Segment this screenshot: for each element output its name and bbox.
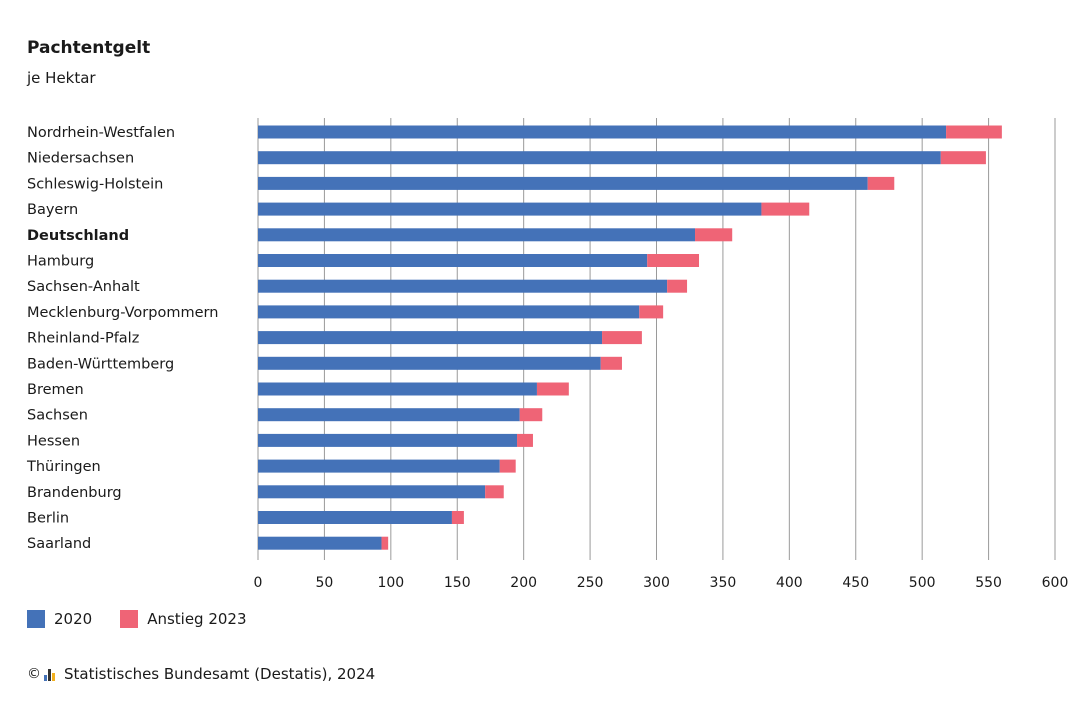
category-label-hamburg: Hamburg bbox=[27, 254, 94, 270]
category-label-brandenburg: Brandenburg bbox=[27, 485, 122, 501]
x-tick-label-500: 500 bbox=[909, 575, 936, 591]
source-text: Statistisches Bundesamt (Destatis), 2024 bbox=[64, 665, 376, 683]
bar-rheinland-pfalz-2020 bbox=[258, 331, 603, 345]
bar-hamburg-anstieg-2023 bbox=[647, 254, 700, 267]
bar-thüringen-2020 bbox=[258, 459, 500, 473]
category-label-saarland: Saarland bbox=[27, 536, 91, 552]
legend-item-anstieg-2023: Anstieg 2023 bbox=[120, 610, 247, 628]
chart-title: Pachtentgelt bbox=[27, 38, 151, 58]
category-labels: Nordrhein-Westfalen Niedersachsen Schleswi… bbox=[26, 125, 218, 552]
category-label-bayern: Bayern bbox=[27, 202, 78, 218]
bar-nordrhein-westfalen-2020 bbox=[258, 125, 947, 139]
category-label-hessen: Hessen bbox=[27, 433, 80, 449]
bar-thüringen-anstieg-2023 bbox=[499, 459, 516, 473]
category-label-baden-württemberg: Baden-Württemberg bbox=[27, 356, 174, 372]
bar-rheinland-pfalz-anstieg-2023 bbox=[602, 331, 642, 345]
bar-schleswig-holstein-anstieg-2023 bbox=[867, 176, 895, 190]
bar-sachsen-2020 bbox=[258, 408, 520, 422]
bar-mecklenburg-vorpommern-anstieg-2023 bbox=[639, 305, 664, 319]
bar-chart: Nordrhein-Westfalen Niedersachsen Schleswi… bbox=[26, 118, 1069, 591]
x-tick-label-100: 100 bbox=[377, 575, 404, 591]
bar-bayern-anstieg-2023 bbox=[761, 202, 810, 216]
legend-swatch-2020 bbox=[27, 610, 45, 628]
bar-bremen-2020 bbox=[258, 382, 537, 396]
legend-swatch-anstieg-2023 bbox=[120, 610, 139, 628]
category-label-niedersachsen: Niedersachsen bbox=[27, 151, 134, 167]
x-tick-label-200: 200 bbox=[510, 575, 537, 591]
bar-brandenburg-anstieg-2023 bbox=[485, 485, 504, 499]
bar-schleswig-holstein-2020 bbox=[258, 176, 868, 190]
x-tick-label-350: 350 bbox=[710, 575, 737, 591]
x-tick-label-600: 600 bbox=[1042, 575, 1069, 591]
x-tick-label-250: 250 bbox=[577, 575, 604, 591]
legend-item-2020: 2020 bbox=[27, 610, 92, 628]
bar-nordrhein-westfalen-anstieg-2023 bbox=[946, 125, 1002, 139]
destatis-logo-icon bbox=[44, 668, 58, 681]
x-axis-ticks: 0 50 100 150 200 250 300 350 400 450 500 550 600 bbox=[254, 575, 1069, 591]
bar-sachsen-anstieg-2023 bbox=[519, 408, 543, 422]
category-label-deutschland: Deutschland bbox=[27, 228, 129, 244]
bar-hamburg-2020 bbox=[258, 254, 648, 267]
x-tick-label-400: 400 bbox=[776, 575, 803, 591]
bar-hessen-2020 bbox=[258, 433, 518, 447]
category-label-rheinland-pfalz: Rheinland-Pfalz bbox=[27, 331, 139, 347]
legend-label-2020: 2020 bbox=[54, 610, 93, 628]
bar-saarland-2020 bbox=[258, 536, 382, 550]
copyright-symbol: © bbox=[27, 666, 41, 682]
category-label-bremen: Bremen bbox=[27, 382, 84, 398]
category-label-schleswig-holstein: Schleswig-Holstein bbox=[27, 176, 163, 192]
bar-hessen-anstieg-2023 bbox=[517, 433, 533, 447]
chart-subtitle: je Hektar bbox=[27, 69, 96, 87]
bar-sachsen-anhalt-2020 bbox=[258, 279, 668, 293]
x-tick-label-50: 50 bbox=[316, 575, 334, 591]
bar-deutschland-anstieg-2023 bbox=[695, 228, 733, 242]
bar-niedersachsen-anstieg-2023 bbox=[940, 151, 986, 165]
bar-bremen-anstieg-2023 bbox=[536, 382, 569, 396]
bar-brandenburg-2020 bbox=[258, 485, 486, 499]
bar-deutschland-2020 bbox=[258, 228, 696, 242]
category-label-sachsen-anhalt: Sachsen-Anhalt bbox=[27, 279, 140, 295]
legend: 2020 Anstieg 2023 bbox=[27, 610, 275, 628]
category-label-thüringen: Thüringen bbox=[26, 459, 101, 475]
source-note: © Statistisches Bundesamt (Destatis), 20… bbox=[27, 665, 375, 683]
bar-saarland-anstieg-2023 bbox=[381, 536, 389, 550]
category-label-mecklenburg-vorpommern: Mecklenburg-Vorpommern bbox=[27, 305, 218, 321]
bars bbox=[258, 125, 1002, 550]
x-tick-label-450: 450 bbox=[842, 575, 869, 591]
category-label-sachsen: Sachsen bbox=[27, 408, 88, 424]
bar-niedersachsen-2020 bbox=[258, 151, 941, 165]
bar-berlin-anstieg-2023 bbox=[451, 511, 464, 524]
bar-berlin-2020 bbox=[258, 511, 452, 524]
x-tick-label-300: 300 bbox=[643, 575, 670, 591]
bar-baden-württemberg-anstieg-2023 bbox=[600, 356, 622, 370]
bar-baden-württemberg-2020 bbox=[258, 356, 601, 370]
x-tick-label-0: 0 bbox=[254, 575, 263, 591]
category-label-berlin: Berlin bbox=[27, 511, 69, 527]
bar-mecklenburg-vorpommern-2020 bbox=[258, 305, 640, 319]
bar-sachsen-anhalt-anstieg-2023 bbox=[667, 279, 688, 293]
category-label-nordrhein-westfalen: Nordrhein-Westfalen bbox=[27, 125, 175, 141]
x-tick-label-550: 550 bbox=[975, 575, 1002, 591]
legend-label-anstieg-2023: Anstieg 2023 bbox=[147, 610, 247, 628]
x-tick-label-150: 150 bbox=[444, 575, 471, 591]
bar-bayern-2020 bbox=[258, 202, 762, 216]
